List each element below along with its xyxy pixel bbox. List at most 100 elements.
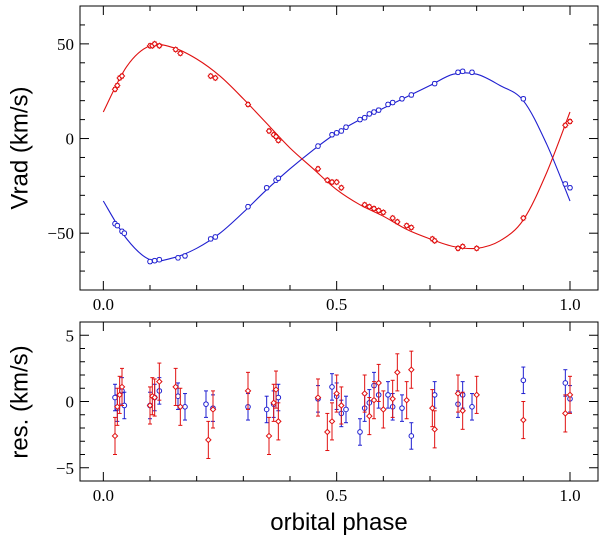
data-point <box>389 214 396 222</box>
data-point <box>114 222 121 229</box>
data-point <box>562 181 569 187</box>
data-point <box>408 224 415 231</box>
data-point <box>520 214 527 222</box>
data-point <box>111 432 119 440</box>
data-point <box>375 207 382 214</box>
data-point <box>177 403 184 411</box>
y-tick-label: 0 <box>66 393 75 412</box>
data-point <box>562 410 569 417</box>
model-curve <box>102 43 571 250</box>
data-point <box>455 69 461 76</box>
data-point <box>151 394 158 401</box>
y-tick-label: −5 <box>56 459 74 478</box>
data-point <box>177 50 184 57</box>
data-point <box>263 184 270 191</box>
top-panel: 0.0 0.5 1.0 −50 0 50 <box>47 5 599 314</box>
data-point <box>375 107 382 113</box>
data-point <box>275 137 282 144</box>
data-point <box>111 85 119 93</box>
data-point <box>244 387 252 395</box>
bottom-y-axis-label: res. (km/s) <box>6 344 34 459</box>
data-point <box>431 392 438 398</box>
x-tick-label: 1.0 <box>559 295 580 314</box>
data-point <box>175 255 181 261</box>
data-point <box>473 391 480 399</box>
data-point <box>366 203 373 211</box>
data-point <box>114 82 121 89</box>
data-point <box>394 218 401 226</box>
data-point <box>459 243 466 250</box>
data-point <box>172 46 179 53</box>
data-point <box>172 383 179 391</box>
data-point <box>361 390 368 397</box>
data-point <box>357 429 363 435</box>
y-tick-label: 50 <box>57 35 74 54</box>
data-point <box>389 395 396 403</box>
data-point <box>151 257 158 264</box>
data-point <box>333 178 340 186</box>
data-point <box>314 165 322 173</box>
data-point <box>357 116 363 123</box>
data-point <box>114 403 121 411</box>
data-point <box>385 101 391 108</box>
data-point <box>343 406 349 413</box>
data-point <box>151 40 158 48</box>
data-point <box>156 378 163 385</box>
data-point <box>469 404 475 410</box>
data-point <box>263 406 270 413</box>
data-point <box>275 418 282 425</box>
data-point <box>175 393 181 400</box>
data-point <box>338 184 345 192</box>
data-point <box>459 68 466 75</box>
data-point <box>314 394 322 401</box>
data-point <box>454 245 462 252</box>
plot-frame <box>79 5 599 291</box>
data-point <box>520 377 527 384</box>
data-point <box>333 130 340 136</box>
data-point <box>454 390 462 397</box>
model-curve <box>102 72 571 262</box>
data-point <box>431 237 438 245</box>
data-point <box>380 209 387 216</box>
data-point <box>459 407 466 415</box>
x-axis-label: orbital phase <box>270 509 408 536</box>
data-point <box>370 396 378 404</box>
x-tick-label: 0.5 <box>326 486 347 505</box>
data-point <box>329 131 335 138</box>
bottom-panel: 0.0 0.5 1.0 −5 0 5 <box>56 321 599 505</box>
data-point <box>338 402 345 409</box>
data-point <box>408 433 415 439</box>
data-point <box>366 412 373 420</box>
data-point <box>328 418 336 425</box>
data-point <box>118 72 126 80</box>
data-point <box>147 258 153 265</box>
data-point <box>207 236 214 242</box>
data-point <box>566 391 574 399</box>
data-point <box>371 109 377 115</box>
top-y-axis-label: Vrad (km/s) <box>6 86 34 210</box>
data-point <box>315 143 321 149</box>
x-tick-label: 1.0 <box>559 486 580 505</box>
data-point <box>275 394 282 401</box>
data-point <box>205 436 212 444</box>
plot-frame <box>79 321 599 482</box>
data-point <box>399 405 405 411</box>
data-point <box>116 391 123 399</box>
data-point <box>520 416 527 424</box>
y-tick-label: 5 <box>66 326 75 345</box>
data-point <box>399 95 405 102</box>
x-tick-label: 0.0 <box>93 295 114 314</box>
data-point <box>212 74 219 82</box>
data-point <box>389 99 396 106</box>
data-point <box>270 399 277 407</box>
data-point <box>361 201 368 209</box>
data-point <box>566 118 574 125</box>
data-point <box>272 133 280 140</box>
data-point <box>245 203 251 210</box>
data-point <box>207 72 214 80</box>
data-point <box>403 222 410 229</box>
data-point <box>469 69 475 76</box>
data-point <box>182 253 188 259</box>
data-point <box>473 245 480 252</box>
